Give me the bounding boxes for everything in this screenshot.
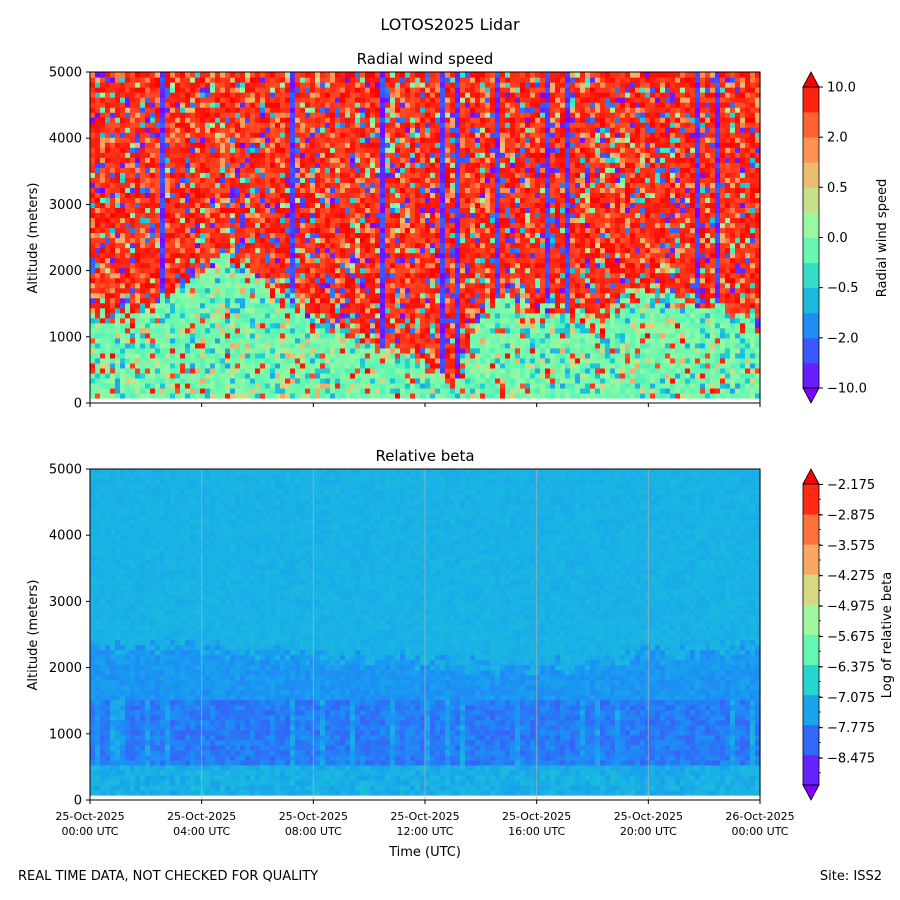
x-tick-date: 25-Oct-2025 bbox=[279, 810, 348, 823]
x-tick-date: 25-Oct-2025 bbox=[614, 810, 683, 823]
colorbar-level bbox=[803, 262, 819, 289]
colorbar-tick-label: 2.0 bbox=[827, 131, 848, 146]
y-tick-label: 5000 bbox=[49, 463, 82, 478]
y-tick-label: 1000 bbox=[49, 727, 82, 742]
colorbar-tick-label: −5.675 bbox=[827, 630, 875, 645]
x-tick-time: 00:00 UTC bbox=[61, 825, 118, 838]
colorbar-max-extend bbox=[802, 71, 820, 88]
colorbar-tick-label: −8.475 bbox=[827, 752, 875, 767]
y-tick-label: 2000 bbox=[49, 264, 82, 279]
wind-colorbar: 10.0 2.0 0.5 0.0 −0.5 −2.0 −10.0 bbox=[802, 71, 867, 404]
y-tick-label: 0 bbox=[74, 794, 82, 809]
y-tick-label: 5000 bbox=[49, 66, 82, 81]
colorbar-max-extend bbox=[802, 468, 820, 485]
colorbar-level bbox=[803, 574, 819, 605]
colorbar-level bbox=[803, 312, 819, 339]
x-tick-time: 08:00 UTC bbox=[285, 825, 342, 838]
x-tick-time: 04:00 UTC bbox=[173, 825, 230, 838]
colorbar-tick-label: 10.0 bbox=[827, 81, 856, 96]
colorbar-tick-label: −7.775 bbox=[827, 721, 875, 736]
y-tick-label: 2000 bbox=[49, 661, 82, 676]
colorbar-level bbox=[803, 544, 819, 575]
colorbar-level bbox=[803, 694, 819, 726]
figure-title: LOTOS2025 Lidar bbox=[380, 15, 520, 34]
beta-y-axis: 0 1000 2000 3000 4000 5000 bbox=[49, 463, 90, 809]
colorbar-tick-label: −4.975 bbox=[827, 600, 875, 615]
wind-panel-title: Radial wind speed bbox=[357, 50, 494, 68]
y-tick-label: 4000 bbox=[49, 529, 82, 544]
colorbar-tick-label: −3.575 bbox=[827, 539, 875, 554]
wind-panel: Radial wind speed 010002000300040005000 … bbox=[26, 50, 890, 412]
colorbar-level bbox=[803, 484, 819, 515]
beta-panel: Relative beta 0 1000 2000 3000 4000 5000 25-O… bbox=[26, 447, 895, 860]
colorbar-tick-label: −0.5 bbox=[827, 281, 859, 296]
beta-panel-title: Relative beta bbox=[375, 447, 474, 465]
x-tick-date: 25-Oct-2025 bbox=[390, 810, 459, 823]
colorbar-level bbox=[803, 664, 819, 696]
x-tick-time: 20:00 UTC bbox=[620, 825, 677, 838]
wind-colorbar-label: Radial wind speed bbox=[875, 179, 890, 297]
y-tick-label: 1000 bbox=[49, 330, 82, 345]
beta-ylabel: Altitude (meters) bbox=[26, 580, 41, 691]
colorbar-tick-label: −2.175 bbox=[827, 478, 875, 493]
colorbar-tick-label: 0.5 bbox=[827, 181, 848, 196]
x-tick-date: 26-Oct-2025 bbox=[725, 810, 794, 823]
colorbar-level bbox=[803, 162, 819, 188]
y-tick-label: 0 bbox=[74, 397, 82, 412]
colorbar-tick-label: −2.0 bbox=[827, 331, 859, 346]
colorbar-tick-label: −7.075 bbox=[827, 691, 875, 706]
colorbar-tick-label: 0.0 bbox=[827, 231, 848, 246]
colorbar-level bbox=[803, 187, 819, 213]
colorbar-tick-label: −2.875 bbox=[827, 508, 875, 523]
colorbar-level bbox=[803, 87, 819, 113]
colorbar-min-extend bbox=[802, 784, 820, 801]
beta-colorbar: −2.175 −2.875 −3.575 −4.275 −4.975 −5.675 −6.3… bbox=[802, 468, 875, 801]
colorbar-level bbox=[803, 724, 819, 756]
site-label: Site: ISS2 bbox=[819, 869, 882, 884]
x-tick-time: 16:00 UTC bbox=[508, 825, 565, 838]
colorbar-min-extend bbox=[802, 387, 820, 404]
colorbar-level bbox=[803, 337, 819, 364]
colorbar-level bbox=[803, 112, 819, 138]
beta-xlabel: Time (UTC) bbox=[388, 845, 461, 860]
colorbar-level bbox=[803, 237, 819, 263]
colorbar-tick-label: −10.0 bbox=[827, 382, 867, 397]
colorbar-level bbox=[803, 137, 819, 163]
y-tick-label: 3000 bbox=[49, 198, 82, 213]
x-tick-time: 12:00 UTC bbox=[396, 825, 453, 838]
wind-ylabel: Altitude (meters) bbox=[26, 183, 41, 294]
colorbar-level bbox=[803, 604, 819, 635]
x-tick-time: 00:00 UTC bbox=[731, 825, 788, 838]
colorbar-tick-label: −6.375 bbox=[827, 660, 875, 675]
x-tick-date: 25-Oct-2025 bbox=[55, 810, 124, 823]
beta-colorbar-label: Log of relative beta bbox=[880, 572, 895, 699]
y-tick-label: 3000 bbox=[49, 595, 82, 610]
x-tick-date: 25-Oct-2025 bbox=[502, 810, 571, 823]
wind-heatmap bbox=[90, 72, 761, 403]
wind-x-axis bbox=[89, 403, 761, 407]
quality-disclaimer: REAL TIME DATA, NOT CHECKED FOR QUALITY bbox=[18, 869, 319, 884]
colorbar-tick-label: −4.275 bbox=[827, 569, 875, 584]
colorbar-level bbox=[803, 634, 819, 665]
y-tick-label: 4000 bbox=[49, 132, 82, 147]
colorbar-level bbox=[803, 754, 819, 786]
x-tick-date: 25-Oct-2025 bbox=[167, 810, 236, 823]
colorbar-level bbox=[803, 514, 819, 545]
beta-x-axis: 25-Oct-2025 00:00 UTC 25-Oct-2025 04:00 UTC… bbox=[55, 800, 795, 838]
wind-y-axis: 0 1000 2000 3000 4000 5000 bbox=[49, 66, 90, 412]
colorbar-level bbox=[803, 212, 819, 238]
colorbar-level bbox=[803, 362, 819, 389]
colorbar-level bbox=[803, 287, 819, 314]
beta-heatmap bbox=[90, 469, 761, 800]
